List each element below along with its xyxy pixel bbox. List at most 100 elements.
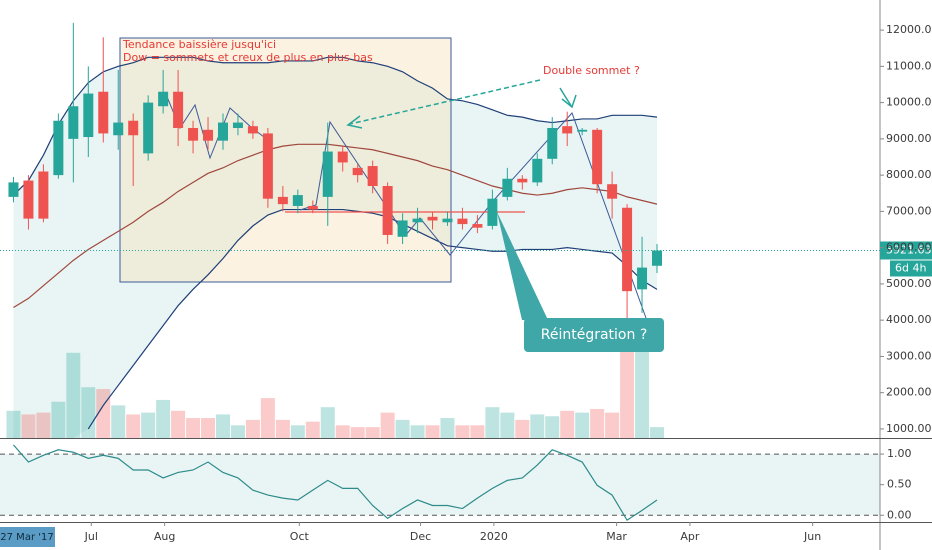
y-tick-label: 9000.00 [886,132,932,145]
x-tick-label: Oct [290,530,310,543]
band-fill [13,57,658,438]
candle-body [487,198,498,226]
volume-bar [21,414,36,438]
candle-body [427,216,438,221]
volume-bar [260,398,275,438]
candle-body [113,122,124,136]
candle-body [442,218,453,223]
volume-bar [51,401,66,438]
x-tick-label: Jul [84,530,98,543]
volume-bar [350,427,365,438]
candle-body [173,91,184,128]
volume-bar [500,412,515,438]
arrow-head [346,115,363,129]
volume-bar [560,410,575,438]
candle-body [532,158,543,183]
candle-body [352,167,363,176]
candle-body [412,218,423,223]
x-tick-label: Mar [606,530,627,543]
y-tick-label: 6000.00 [886,241,932,254]
volume-bar [380,412,395,438]
band-middle [13,143,658,308]
oscillator-band [0,454,880,516]
volume-bar [111,405,126,438]
arrow-line [349,79,541,125]
y-tick-label: 2000.00 [886,386,932,399]
candle-body [637,267,648,290]
volume-bar [410,425,425,438]
volume-bar [620,332,635,438]
volume-bar [275,419,290,438]
candle-body [382,186,393,235]
candle-body [457,218,468,225]
box-note: Tendance baissière jusqu'ici [122,38,276,51]
volume-bar [126,414,141,438]
volume-bar [245,419,260,438]
candle-body [337,151,348,163]
y-tick-label: 1.00 [887,447,912,460]
volume-bar [66,352,81,438]
volume-bar [171,410,186,438]
volume-bar [81,387,96,438]
volume-bar [230,425,245,438]
candle-body [472,224,483,228]
candle-body [38,171,49,219]
candle-body [307,205,318,210]
y-tick-label: 1000.00 [886,422,932,435]
date-badge-text: 27 Mar '17 [0,532,53,543]
volume-bar [425,425,440,438]
volume-bar [515,419,530,438]
y-tick-label: 5000.00 [886,277,932,290]
volume-bar [215,414,230,438]
front-layer [0,22,880,522]
volume-bar [530,414,545,438]
x-tick-label: Dec [410,530,431,543]
arrow-note: Double sommet ? [543,64,640,77]
x-tick-label: Jun [803,530,821,543]
candle-body [577,129,588,132]
volume-bar [365,427,380,438]
candle-body [292,195,303,206]
candle-body [397,220,408,237]
volume-bar [650,427,665,438]
candle-body [83,93,94,138]
last-price-badge [880,241,932,260]
arrow-head [561,94,577,109]
y-tick-label: 12000.00 [886,23,932,36]
oscillator-line [13,444,658,522]
volume-bar [575,412,590,438]
candle-body [607,184,618,199]
y-tick-label: 3000.00 [886,349,932,362]
candle-body [322,151,333,197]
callout-text: Réintégration ? [541,327,648,343]
candle-body [143,102,154,154]
volume-bar [440,418,455,438]
mid-layer [6,56,665,438]
candle-body [23,180,34,219]
y-tick-label: 0.50 [887,478,912,491]
candle-body [217,122,228,141]
volume-bar [186,418,201,438]
volume-bar [201,418,216,438]
volume-bar [141,412,156,438]
candle-body [128,120,139,136]
volume-bar [455,425,470,438]
volume-bar [290,425,305,438]
countdown-badge [890,260,932,277]
candle-body [98,91,109,134]
volume-bar [590,408,605,438]
volume-bar [395,419,410,438]
x-tick-label: 2020 [480,530,508,543]
volume-bar [545,416,560,438]
candle-body [517,178,528,183]
candle-body [547,127,558,159]
volume-bar [6,410,21,438]
candle-body [502,178,513,197]
x-tick-label: Aug [154,530,175,543]
candle-body [158,91,169,107]
annotation-box [119,37,452,283]
candle-body [622,207,633,292]
candle-body [652,250,663,266]
last-price-label: 5921.63 [886,243,932,256]
candle-body [68,106,79,139]
